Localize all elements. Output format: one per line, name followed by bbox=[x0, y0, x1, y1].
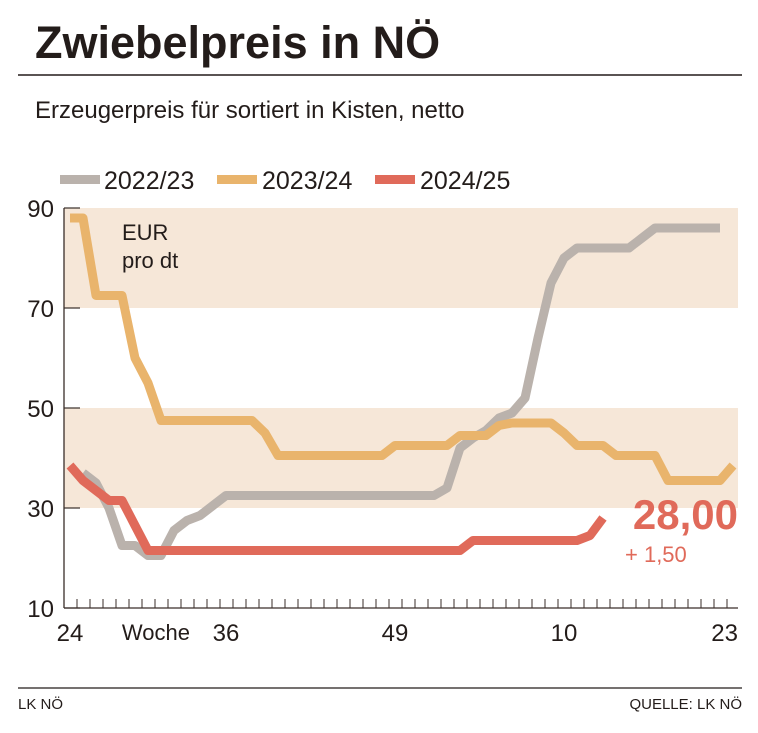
unit-label-line1: EUR bbox=[122, 220, 168, 245]
y-tick-label: 30 bbox=[27, 496, 54, 523]
legend-item: 2024/25 bbox=[375, 167, 510, 195]
series-line-2024-25 bbox=[66, 462, 607, 555]
unit-label-line2: pro dt bbox=[122, 248, 178, 273]
y-tick-label: 90 bbox=[27, 196, 54, 223]
footer-source: QUELLE: LK NÖ bbox=[629, 695, 742, 713]
footer-left: LK NÖ bbox=[18, 695, 63, 713]
current-value-label: 28,00 bbox=[633, 491, 738, 538]
legend-label: 2023/24 bbox=[262, 167, 352, 195]
x-tick-label: 36 bbox=[213, 620, 240, 647]
chart-title: Zwiebelpreis in NÖ bbox=[35, 17, 440, 68]
series-lines bbox=[66, 213, 737, 560]
axes: 10 30 50 70 90 24 36 49 10 23 bbox=[27, 196, 738, 647]
series-line-2023-24 bbox=[70, 213, 737, 485]
x-axis-label: Woche bbox=[122, 620, 190, 645]
y-tick-label: 50 bbox=[27, 396, 54, 423]
y-tick-label: 70 bbox=[27, 296, 54, 323]
legend-swatch bbox=[60, 175, 100, 184]
legend-swatch bbox=[217, 175, 257, 184]
legend: 2022/23 2023/24 2024/25 bbox=[60, 167, 510, 195]
x-tick-label: 49 bbox=[382, 620, 409, 647]
legend-label: 2024/25 bbox=[420, 167, 510, 195]
legend-item: 2022/23 bbox=[60, 167, 194, 195]
x-tick-label: 10 bbox=[551, 620, 578, 647]
x-tick-label: 24 bbox=[57, 620, 84, 647]
band bbox=[64, 208, 738, 308]
legend-item: 2023/24 bbox=[217, 167, 352, 195]
series-line-2022-23 bbox=[80, 223, 720, 560]
chart-subtitle: Erzeugerpreis für sortiert in Kisten, ne… bbox=[35, 97, 465, 124]
y-tick-label: 10 bbox=[27, 596, 54, 623]
x-tick-label: 23 bbox=[711, 620, 738, 647]
legend-swatch bbox=[375, 175, 415, 184]
legend-label: 2022/23 bbox=[104, 167, 194, 195]
change-label: + 1,50 bbox=[625, 542, 687, 567]
